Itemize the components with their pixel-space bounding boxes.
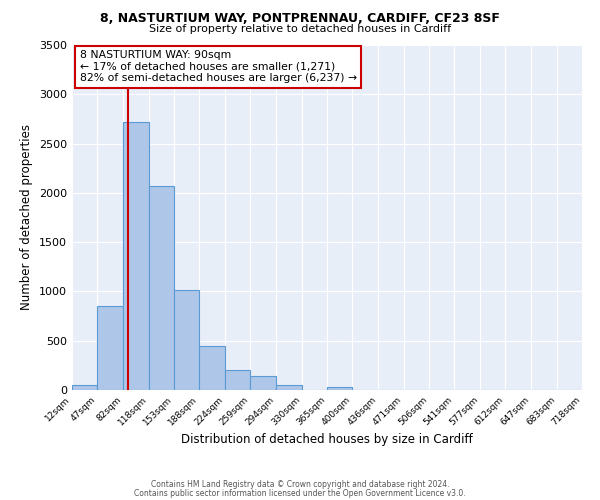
Bar <box>122 122 149 390</box>
Y-axis label: Number of detached properties: Number of detached properties <box>20 124 34 310</box>
Bar <box>250 376 276 390</box>
Text: 8 NASTURTIUM WAY: 90sqm
← 17% of detached houses are smaller (1,271)
82% of semi: 8 NASTURTIUM WAY: 90sqm ← 17% of detache… <box>80 50 357 84</box>
Bar <box>72 384 97 390</box>
Bar <box>276 384 302 390</box>
Bar <box>225 370 250 390</box>
Bar <box>199 346 225 390</box>
X-axis label: Distribution of detached houses by size in Cardiff: Distribution of detached houses by size … <box>181 432 473 446</box>
Text: Contains HM Land Registry data © Crown copyright and database right 2024.: Contains HM Land Registry data © Crown c… <box>151 480 449 489</box>
Text: Contains public sector information licensed under the Open Government Licence v3: Contains public sector information licen… <box>134 489 466 498</box>
Bar <box>327 387 352 390</box>
Text: Size of property relative to detached houses in Cardiff: Size of property relative to detached ho… <box>149 24 451 34</box>
Bar <box>149 186 174 390</box>
Text: 8, NASTURTIUM WAY, PONTPRENNAU, CARDIFF, CF23 8SF: 8, NASTURTIUM WAY, PONTPRENNAU, CARDIFF,… <box>100 12 500 26</box>
Bar <box>174 290 199 390</box>
Bar <box>97 306 122 390</box>
